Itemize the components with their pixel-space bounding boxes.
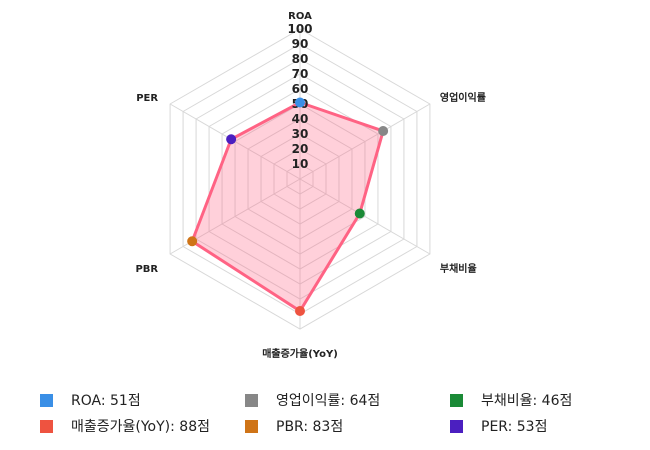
grid-spoke — [299, 103, 431, 180]
legend-swatch — [245, 393, 258, 407]
legend-label: PER: 53점 — [481, 419, 548, 435]
legend-label: 매출증가율(YoY): 88점 — [71, 419, 210, 435]
axis-label: 영업이익률 — [440, 91, 486, 104]
tick-label: 70 — [292, 67, 309, 81]
data-point — [295, 97, 305, 108]
legend-swatch — [245, 419, 258, 433]
legend-swatch — [450, 393, 463, 407]
axis-label: 부채비율 — [440, 262, 477, 275]
data-point — [226, 134, 237, 145]
axis-label: ROA — [288, 11, 312, 22]
tick-label: 30 — [292, 127, 309, 141]
legend-label: 영업이익률: 64점 — [276, 393, 381, 409]
legend-label: ROA: 51점 — [71, 393, 141, 409]
tick-label: 60 — [292, 82, 309, 96]
data-point — [354, 208, 365, 219]
tick-label: 100 — [287, 22, 312, 36]
legend-swatch — [450, 419, 463, 433]
legend-item[interactable]: PER: 53점 — [450, 416, 640, 436]
data-point — [187, 236, 198, 247]
tick-label: 80 — [292, 52, 309, 66]
legend-swatch — [40, 393, 53, 407]
legend-item[interactable]: 부채비율: 46점 — [450, 390, 640, 410]
data-point — [378, 126, 389, 136]
tick-label: 90 — [292, 37, 309, 51]
tick-label: 10 — [292, 157, 309, 171]
legend-swatch — [40, 419, 53, 433]
axis-label: 매출증가율(YoY) — [262, 347, 338, 360]
legend-item[interactable]: ROA: 51점 — [40, 390, 245, 410]
legend-label: PBR: 83점 — [276, 419, 344, 435]
legend-label: 부채비율: 46점 — [481, 393, 573, 409]
legend-item[interactable]: PBR: 83점 — [245, 416, 450, 436]
axis-label: PER — [136, 93, 158, 104]
legend-item[interactable]: 영업이익률: 64점 — [245, 390, 450, 410]
tick-label: 20 — [292, 142, 309, 156]
axis-label: PBR — [135, 264, 158, 275]
legend-item[interactable]: 매출증가율(YoY): 88점 — [40, 416, 245, 436]
radar-chart: 102030405060708090100ROA영업이익률부채비율매출증가율(Y… — [135, 11, 486, 360]
data-point — [295, 306, 305, 316]
grid-spoke — [299, 178, 431, 255]
tick-label: 40 — [292, 112, 309, 126]
